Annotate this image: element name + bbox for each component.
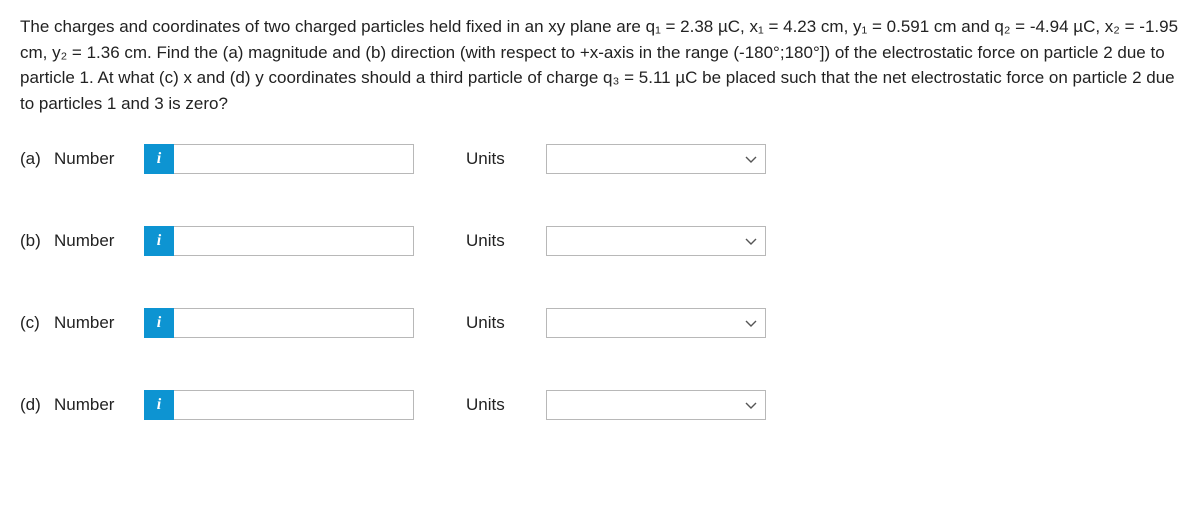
units-select-d[interactable] (546, 390, 766, 420)
number-label: Number (54, 146, 144, 172)
answer-row-c: (c) Number i Units (20, 308, 1180, 338)
number-label: Number (54, 392, 144, 418)
part-label-d: (d) (20, 392, 54, 418)
number-label: Number (54, 310, 144, 336)
units-select-a[interactable] (546, 144, 766, 174)
info-icon[interactable]: i (144, 226, 174, 256)
number-label: Number (54, 228, 144, 254)
units-label: Units (466, 392, 546, 418)
q1-values: q₁ = 2.38 µC, x₁ = 4.23 cm, y₁ = 0.591 c… (646, 17, 957, 36)
answer-row-b: (b) Number i Units (20, 226, 1180, 256)
info-icon[interactable]: i (144, 390, 174, 420)
number-input-c[interactable] (174, 308, 414, 338)
part-label-a: (a) (20, 146, 54, 172)
info-icon[interactable]: i (144, 144, 174, 174)
info-icon[interactable]: i (144, 308, 174, 338)
problem-statement: The charges and coordinates of two charg… (20, 14, 1180, 116)
number-input-b[interactable] (174, 226, 414, 256)
part-label-b: (b) (20, 228, 54, 254)
q3-values: q₃ = 5.11 µC (603, 68, 697, 87)
units-label: Units (466, 310, 546, 336)
units-select-c[interactable] (546, 308, 766, 338)
units-select-b[interactable] (546, 226, 766, 256)
and-text: and (957, 17, 995, 36)
units-label: Units (466, 146, 546, 172)
part-label-c: (c) (20, 310, 54, 336)
answer-row-a: (a) Number i Units (20, 144, 1180, 174)
answer-row-d: (d) Number i Units (20, 390, 1180, 420)
problem-intro: The charges and coordinates of two charg… (20, 17, 646, 36)
answer-area: (a) Number i Units (b) Number i Units (c… (20, 144, 1180, 420)
number-input-d[interactable] (174, 390, 414, 420)
number-input-a[interactable] (174, 144, 414, 174)
units-label: Units (466, 228, 546, 254)
